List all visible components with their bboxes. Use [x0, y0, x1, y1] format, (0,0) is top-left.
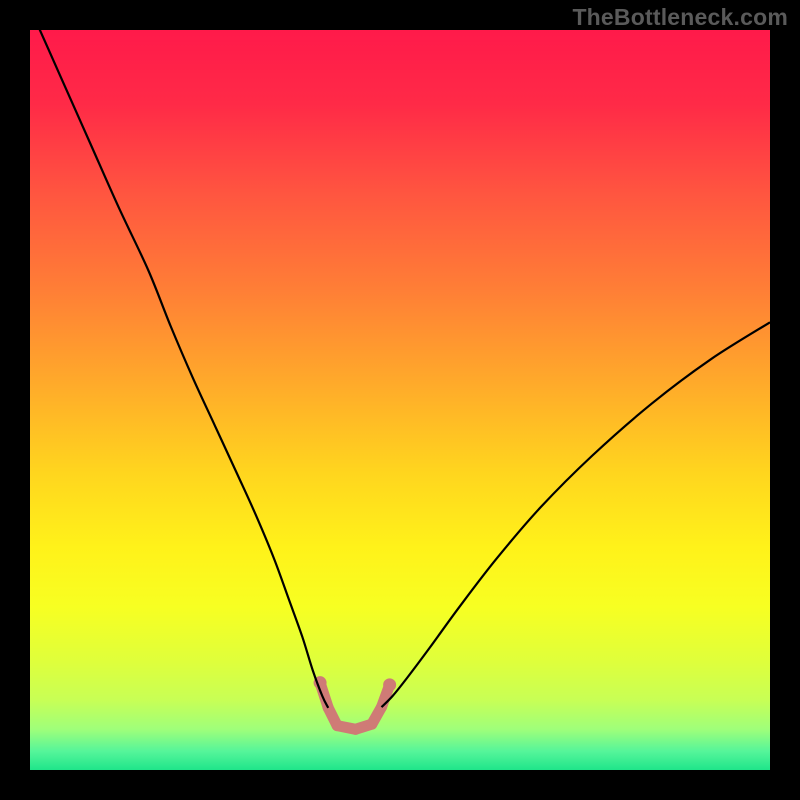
band-cap: [383, 678, 396, 691]
chart-frame: TheBottleneck.com: [0, 0, 800, 800]
watermark-text: TheBottleneck.com: [572, 4, 788, 31]
bottleneck-chart: [0, 0, 800, 800]
gradient-background: [30, 30, 770, 770]
